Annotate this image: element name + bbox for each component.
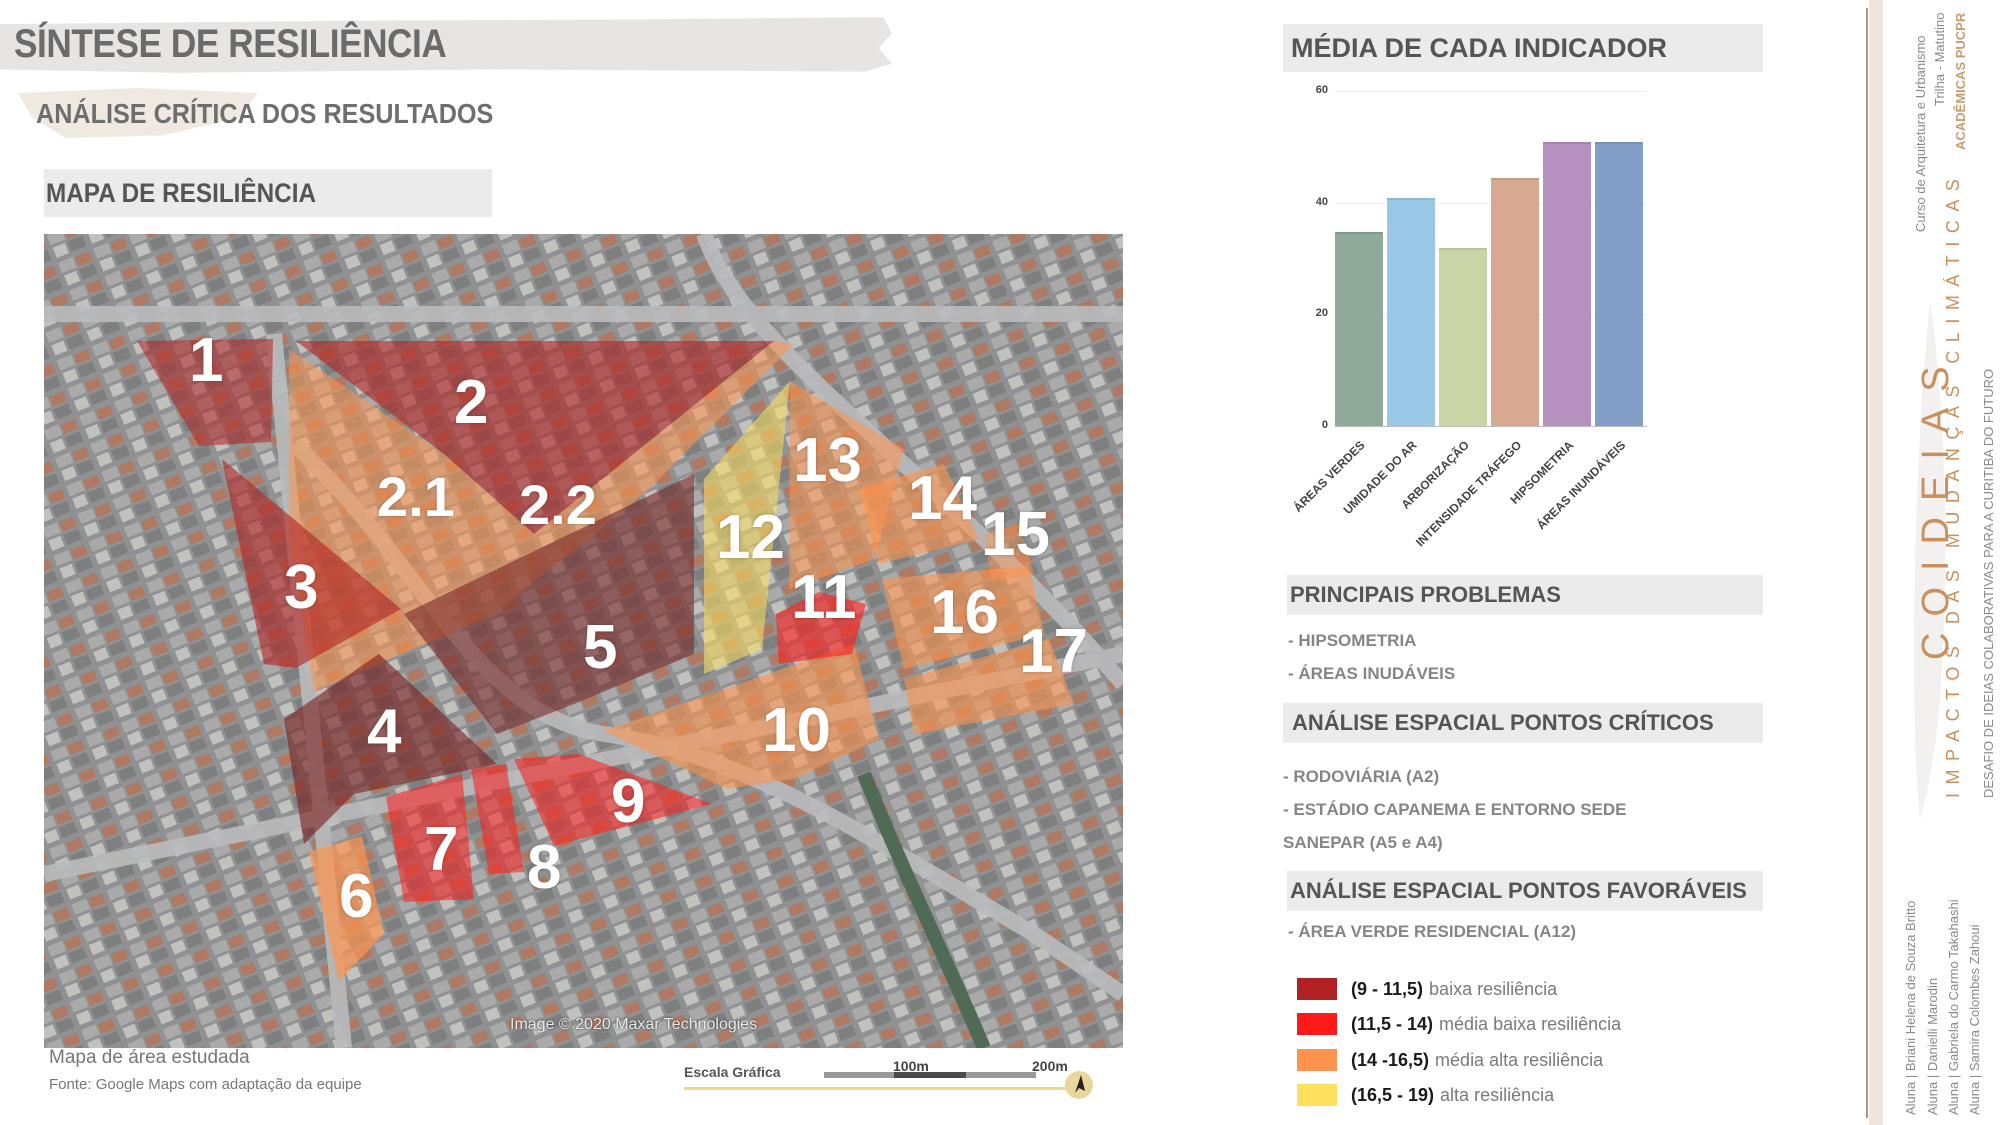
x-labels-container: ÁREAS VERDES UMIDADE DO AR ARBORIZAÇÃO INTE… xyxy=(1291,432,1647,552)
map-source: Fonte: Google Maps com adaptação da equi… xyxy=(49,1076,362,1093)
problem-item-2: - ÁREAS INUDÁVEIS xyxy=(1288,664,1456,683)
problems-section-title: PRINCIPAIS PROBLEMAS xyxy=(1287,575,1763,615)
student-4: Aluna | Samira Colombes Zahoui xyxy=(1967,924,1982,1115)
zone-label-13[interactable]: 13 xyxy=(793,426,862,495)
y-tick-60: 60 xyxy=(1315,84,1328,96)
scale-tick-200: 200m xyxy=(1032,1058,1068,1074)
zone-label-11[interactable]: 11 xyxy=(791,563,857,632)
scale-tick-100: 100m xyxy=(893,1058,929,1074)
legend-swatch xyxy=(1297,978,1337,1000)
zone-label-2-2[interactable]: 2.2 xyxy=(519,473,597,536)
brush-texture xyxy=(1913,300,1946,820)
chart-section-title: MÉDIA DE CADA INDICADOR xyxy=(1283,24,1763,72)
legend-row-media-baixa: (11,5 - 14) média baixa resiliência xyxy=(1297,1012,1621,1036)
side-band xyxy=(1869,0,1883,1125)
legend-range: (16,5 - 19) xyxy=(1351,1084,1435,1105)
favorable-item-1: - ÁREA VERDE RESIDENCIAL (A12) xyxy=(1288,922,1577,941)
chart-section-title-text: MÉDIA DE CADA INDICADOR xyxy=(1291,32,1667,63)
map-credit: Image © 2020 Maxar Technologies xyxy=(510,1016,758,1033)
y-tick-20: 20 xyxy=(1315,307,1328,319)
critical-item-2: - ESTÁDIO CAPANEMA E ENTORNO SEDE xyxy=(1283,800,1627,819)
institution-text: ACADÊMICAS PUCPR xyxy=(1953,12,1968,150)
critical-item-3: SANEPAR (A5 e A4) xyxy=(1283,833,1443,852)
zone-label-2[interactable]: 2 xyxy=(454,368,489,437)
zone-label-1[interactable]: 1 xyxy=(189,326,224,395)
legend-row-baixa: (9 - 11,5) baixa resiliência xyxy=(1297,977,1557,1001)
legend-label: média alta resiliência xyxy=(1435,1049,1604,1070)
bar-5 xyxy=(1595,142,1643,426)
scale-segment-2 xyxy=(894,1072,966,1078)
y-tick-0: 0 xyxy=(1321,419,1328,431)
zone-label-16[interactable]: 16 xyxy=(930,578,999,647)
critical-item-1: - RODOVIÁRIA (A2) xyxy=(1283,767,1440,786)
favorable-section-title: ANÁLISE ESPACIAL PONTOS FAVORÁVEIS xyxy=(1287,871,1763,911)
zone-label-15[interactable]: 15 xyxy=(981,500,1050,569)
legend-swatch xyxy=(1297,1049,1337,1071)
scale-segment-3 xyxy=(966,1072,1036,1078)
problems-title-text: PRINCIPAIS PROBLEMAS xyxy=(1290,582,1561,607)
legend-label: alta resiliência xyxy=(1440,1084,1555,1105)
critical-title-text: ANÁLISE ESPACIAL PONTOS CRÍTICOS xyxy=(1292,710,1714,735)
x-label-3: INTENSIDADE TRÁFEGO xyxy=(1412,438,1524,550)
course-text: Curso de Arquitetura e Urbanismo xyxy=(1913,35,1928,232)
zone-label-2-1[interactable]: 2.1 xyxy=(377,465,455,528)
side-divider xyxy=(1866,8,1868,1118)
bar-3 xyxy=(1491,177,1539,426)
bars-container xyxy=(1335,91,1647,426)
resilience-map[interactable]: 1 2 2.1 2.2 3 4 5 6 7 8 9 10 11 12 13 14… xyxy=(44,234,1123,1048)
zone-label-6[interactable]: 6 xyxy=(339,862,374,931)
student-1: Aluna | Briani Helena de Souza Britto xyxy=(1903,900,1918,1115)
y-tick-40: 40 xyxy=(1315,196,1328,208)
map-graphic xyxy=(44,234,1123,1048)
north-arrow-icon xyxy=(1065,1071,1093,1099)
bar-4 xyxy=(1543,142,1591,426)
zone-label-10[interactable]: 10 xyxy=(762,696,831,765)
bar-2 xyxy=(1439,247,1487,426)
student-3: Aluna | Gabriela do Carmo Takahashi xyxy=(1946,899,1961,1115)
zone-label-5[interactable]: 5 xyxy=(583,613,618,682)
zone-label-12[interactable]: 12 xyxy=(716,503,785,572)
bar-0 xyxy=(1335,231,1383,426)
zone-polygons xyxy=(137,339,1074,981)
bar-1 xyxy=(1387,197,1435,426)
legend-range: (9 - 11,5) xyxy=(1351,978,1424,999)
scale-label: Escala Gráfica xyxy=(684,1064,781,1080)
zone-label-14[interactable]: 14 xyxy=(908,464,977,533)
map-section-title: MAPA DE RESILIÊNCIA xyxy=(44,169,492,217)
legend-range: (11,5 - 14) xyxy=(1351,1013,1434,1034)
scale-segment-1 xyxy=(824,1072,894,1078)
legend-row-alta: (16,5 - 19) alta resiliência xyxy=(1297,1083,1554,1107)
zone-label-4[interactable]: 4 xyxy=(367,697,402,766)
challenge-text: DESAFIO DE IDEIAS COLABORATIVAS PARA A C… xyxy=(1981,368,1996,798)
zone-label-3[interactable]: 3 xyxy=(284,553,319,622)
x-label-5: ÁREAS INUNDÁVEIS xyxy=(1533,438,1628,533)
gridline-0 xyxy=(1335,426,1647,427)
bar-chart: 60 40 20 0 ÁREAS VERDES UMIDADE DO AR ARBO… xyxy=(1290,80,1690,560)
title-brush-background xyxy=(0,17,892,73)
legend-swatch xyxy=(1297,1013,1337,1035)
zone-label-8[interactable]: 8 xyxy=(527,833,562,902)
student-2: Aluna | Danielli Marodin xyxy=(1925,977,1940,1115)
critical-section-title: ANÁLISE ESPACIAL PONTOS CRÍTICOS xyxy=(1283,703,1763,743)
legend-label: média baixa resiliência xyxy=(1439,1013,1622,1034)
zone-label-17[interactable]: 17 xyxy=(1019,617,1088,686)
problem-item-1: - HIPSOMETRIA xyxy=(1288,631,1417,650)
legend-row-media-alta: (14 -16,5) média alta resiliência xyxy=(1297,1048,1603,1072)
tagline-text: IMPACTOS DAS MUDANÇAS CLIMÁTICAS xyxy=(1943,170,1963,798)
zone-label-7[interactable]: 7 xyxy=(424,815,459,884)
favorable-title-text: ANÁLISE ESPACIAL PONTOS FAVORÁVEIS xyxy=(1290,878,1747,903)
track-text: Trilha - Matutino xyxy=(1932,12,1947,106)
map-section-title-text: MAPA DE RESILIÊNCIA xyxy=(46,177,317,208)
gridline-60 xyxy=(1335,91,1647,92)
page-subtitle: ANÁLISE CRÍTICA DOS RESULTADOS xyxy=(36,98,494,129)
legend-range: (14 -16,5) xyxy=(1351,1049,1430,1070)
map-caption: Mapa de área estudada xyxy=(49,1047,250,1068)
zone-label-9[interactable]: 9 xyxy=(611,767,646,836)
scale-underline xyxy=(684,1087,1074,1090)
page-title: SÍNTESE DE RESILIÊNCIA xyxy=(14,22,447,66)
legend-label: baixa resiliência xyxy=(1429,978,1558,999)
legend-swatch xyxy=(1297,1084,1337,1106)
